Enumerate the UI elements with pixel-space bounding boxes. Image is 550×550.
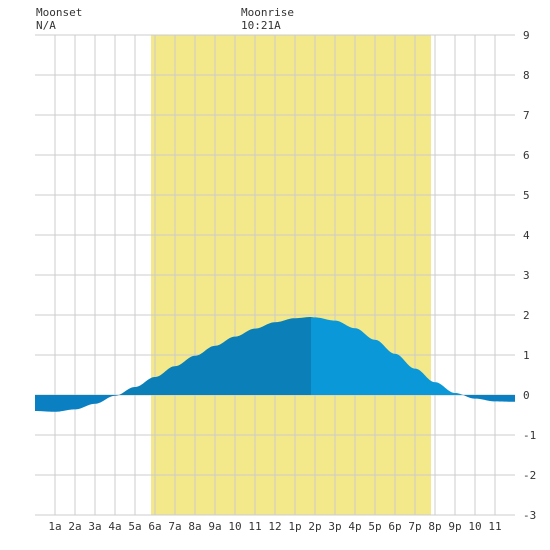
x-tick-label: 2p	[308, 520, 321, 533]
y-tick-label: 2	[523, 309, 530, 322]
tide-area-falling	[311, 317, 464, 395]
y-tick-label: 1	[523, 349, 530, 362]
x-tick-label: 3a	[88, 520, 101, 533]
x-tick-label: 8p	[428, 520, 441, 533]
x-tick-label: 4p	[348, 520, 361, 533]
moonset-label: Moonset	[36, 6, 83, 19]
x-tick-label: 7a	[168, 520, 181, 533]
x-tick-label: 4a	[108, 520, 121, 533]
y-tick-label: 8	[523, 69, 530, 82]
x-tick-label: 5a	[128, 520, 141, 533]
y-tick-label: -3	[523, 509, 536, 522]
x-tick-label: 12	[268, 520, 281, 533]
x-tick-label: 8a	[188, 520, 201, 533]
moonrise-value: 10:21A	[241, 19, 281, 32]
tide-area-low-morning	[35, 395, 119, 412]
tide-area-rising	[118, 317, 311, 395]
moonrise-label: Moonrise	[241, 6, 294, 19]
tide-area-low-evening	[463, 395, 515, 402]
x-tick-label: 10	[468, 520, 481, 533]
x-tick-label: 1p	[288, 520, 301, 533]
y-tick-label: 9	[523, 29, 530, 42]
x-tick-label: 7p	[408, 520, 421, 533]
y-tick-label: 7	[523, 109, 530, 122]
x-tick-label: 2a	[68, 520, 81, 533]
moonset-value: N/A	[36, 19, 56, 32]
x-tick-label: 11	[488, 520, 501, 533]
x-tick-label: 9p	[448, 520, 461, 533]
x-tick-label: 10	[228, 520, 241, 533]
y-tick-label: 4	[523, 229, 530, 242]
y-tick-label: -1	[523, 429, 536, 442]
x-tick-label: 6p	[388, 520, 401, 533]
x-tick-label: 9a	[208, 520, 221, 533]
x-tick-label: 6a	[148, 520, 161, 533]
y-tick-label: 6	[523, 149, 530, 162]
x-tick-label: 3p	[328, 520, 341, 533]
x-tick-label: 11	[248, 520, 261, 533]
y-tick-label: 3	[523, 269, 530, 282]
y-tick-label: 0	[523, 389, 530, 402]
x-tick-label: 1a	[48, 520, 61, 533]
y-tick-label: -2	[523, 469, 536, 482]
y-tick-label: 5	[523, 189, 530, 202]
x-tick-label: 5p	[368, 520, 381, 533]
